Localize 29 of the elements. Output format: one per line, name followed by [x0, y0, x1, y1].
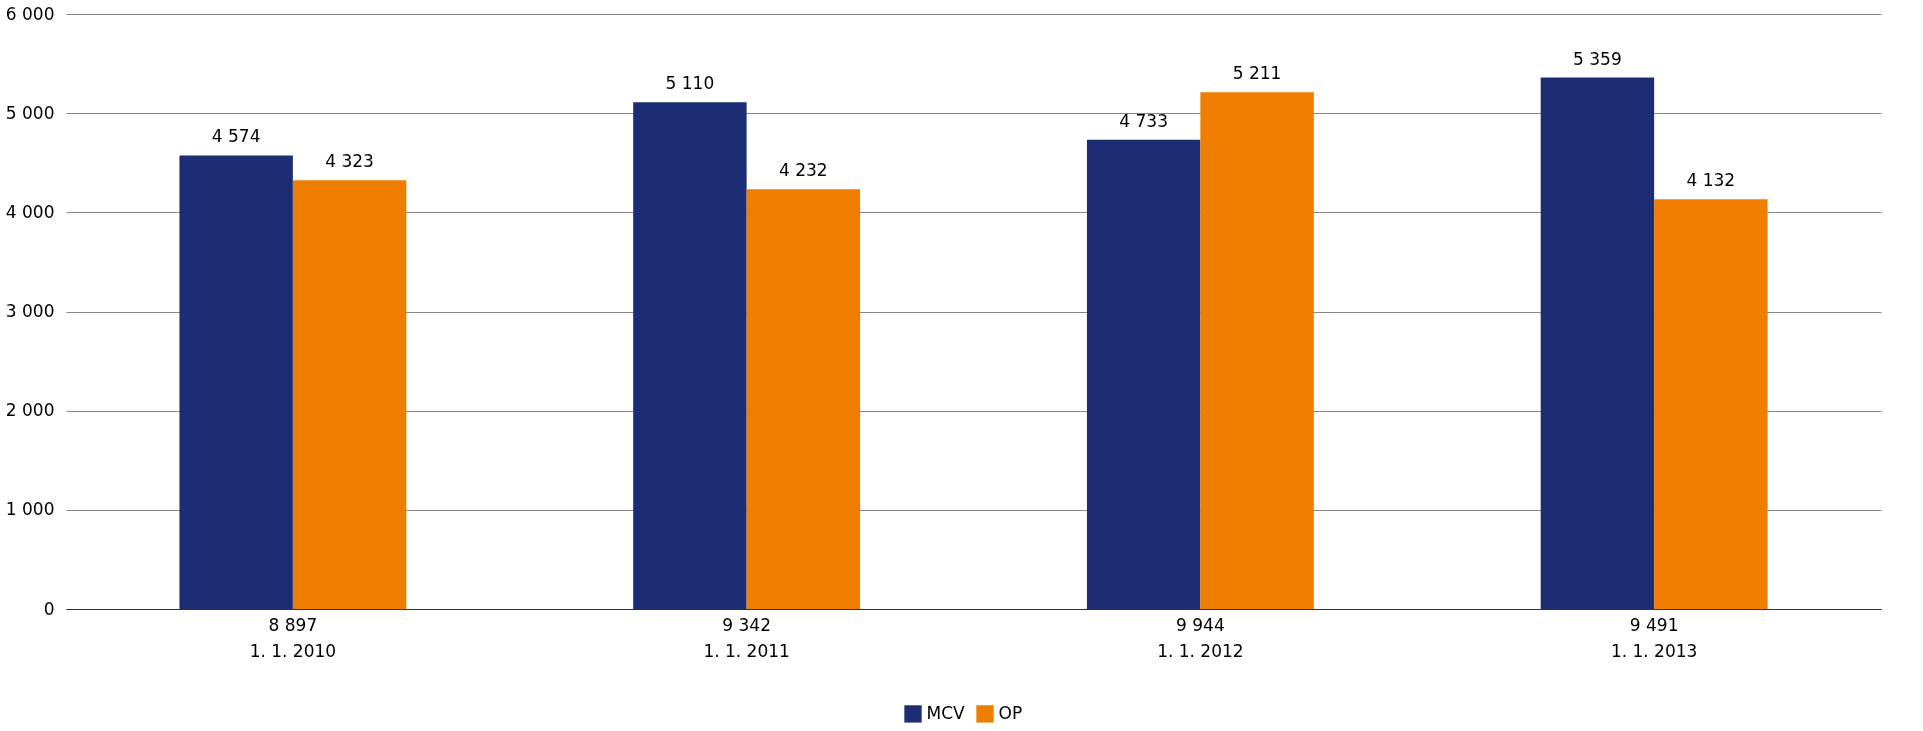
y-tick-label: 6 000	[5, 3, 55, 24]
data-label: 4 323	[325, 151, 374, 172]
x-tick-label: 9 491 1. 1. 2013	[1610, 614, 1698, 661]
y-tick-label: 3 000	[5, 301, 55, 321]
bar	[292, 180, 407, 609]
data-label: 4 132	[1686, 170, 1736, 191]
data-label: 5 359	[1573, 48, 1622, 69]
x-tick-label: 9 944 1. 1. 2012	[1157, 614, 1244, 661]
bar	[1654, 199, 1768, 609]
y-tick-label: 1 000	[5, 499, 55, 520]
x-tick-label: 8 897 1. 1. 2010	[249, 614, 337, 661]
data-label: 5 110	[665, 73, 715, 94]
data-label: 4 232	[779, 160, 828, 181]
bar	[746, 189, 861, 609]
bar	[1200, 92, 1314, 609]
data-label: 5 211	[1232, 63, 1282, 84]
x-tick-label: 9 342 1. 1. 2011	[703, 614, 790, 661]
data-label: 4 574	[211, 126, 261, 147]
bar	[633, 102, 747, 609]
y-tick-label: 2 000	[5, 400, 55, 421]
legend-label: MCV	[926, 702, 966, 723]
bar	[1540, 77, 1655, 609]
legend-label: OP	[998, 702, 1023, 723]
bar	[1086, 139, 1201, 609]
y-tick-label: 5 000	[5, 102, 55, 123]
y-tick-label: 0	[43, 598, 55, 619]
bar	[179, 155, 293, 609]
data-label: 4 733	[1119, 110, 1168, 131]
y-tick-label: 4 000	[5, 201, 55, 222]
